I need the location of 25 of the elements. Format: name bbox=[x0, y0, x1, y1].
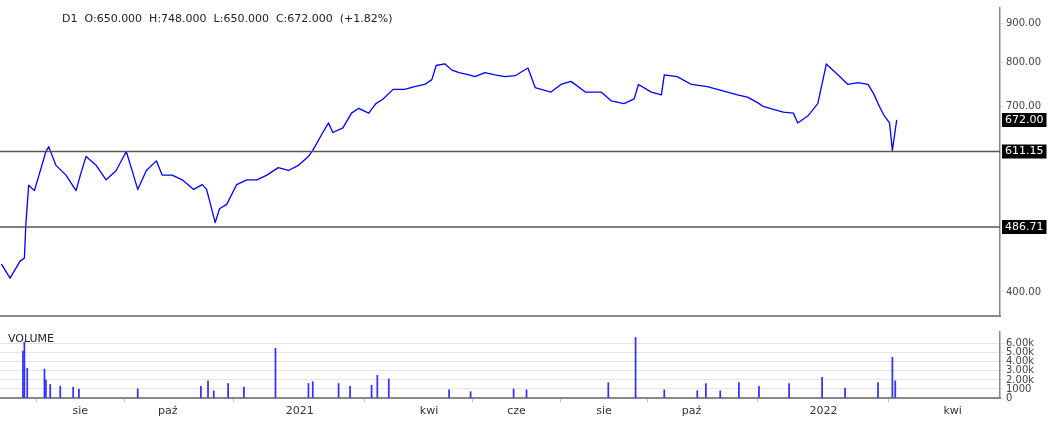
y-tick-label: 6.00k bbox=[1006, 337, 1035, 349]
ref-line-label: 486.71 bbox=[1005, 219, 1044, 233]
y-tick-label: 700.00 bbox=[1006, 100, 1041, 112]
chart-title: VOLUME bbox=[8, 332, 55, 346]
y-tick-label: 5.00k bbox=[1006, 346, 1035, 358]
y-tick-label: 400.00 bbox=[1006, 285, 1041, 297]
ref-line-label: 611.15 bbox=[1005, 144, 1044, 158]
y-tick-label: 800.00 bbox=[1006, 55, 1041, 67]
x-tick-label: sie bbox=[596, 404, 613, 418]
x-tick-label: kwi bbox=[419, 404, 439, 418]
y-tick-label: 0 bbox=[1006, 391, 1013, 403]
x-tick-label: cze bbox=[507, 404, 527, 418]
chart-title: D1 O:650.000 H:748.000 L:650.000 C:672.000 (+1.82%) bbox=[62, 12, 393, 26]
x-tick-label: kwi bbox=[943, 404, 962, 418]
x-tick-label: paź bbox=[681, 404, 702, 418]
x-tick-label: sie bbox=[72, 404, 89, 418]
x-tick-label: 2021 bbox=[285, 404, 314, 418]
y-tick-label: 2.00k bbox=[1006, 373, 1035, 385]
x-tick-label: 2022 bbox=[809, 404, 838, 418]
y-tick-label: 900.00 bbox=[1006, 16, 1041, 28]
x-tick-label: paź bbox=[158, 404, 178, 418]
y-tick-label: 4.00k bbox=[1006, 355, 1035, 367]
y-tick-label: 3.00k bbox=[1006, 364, 1035, 376]
y-tick-label: 1000 bbox=[1006, 382, 1032, 394]
text: 672.00 bbox=[1005, 112, 1044, 126]
